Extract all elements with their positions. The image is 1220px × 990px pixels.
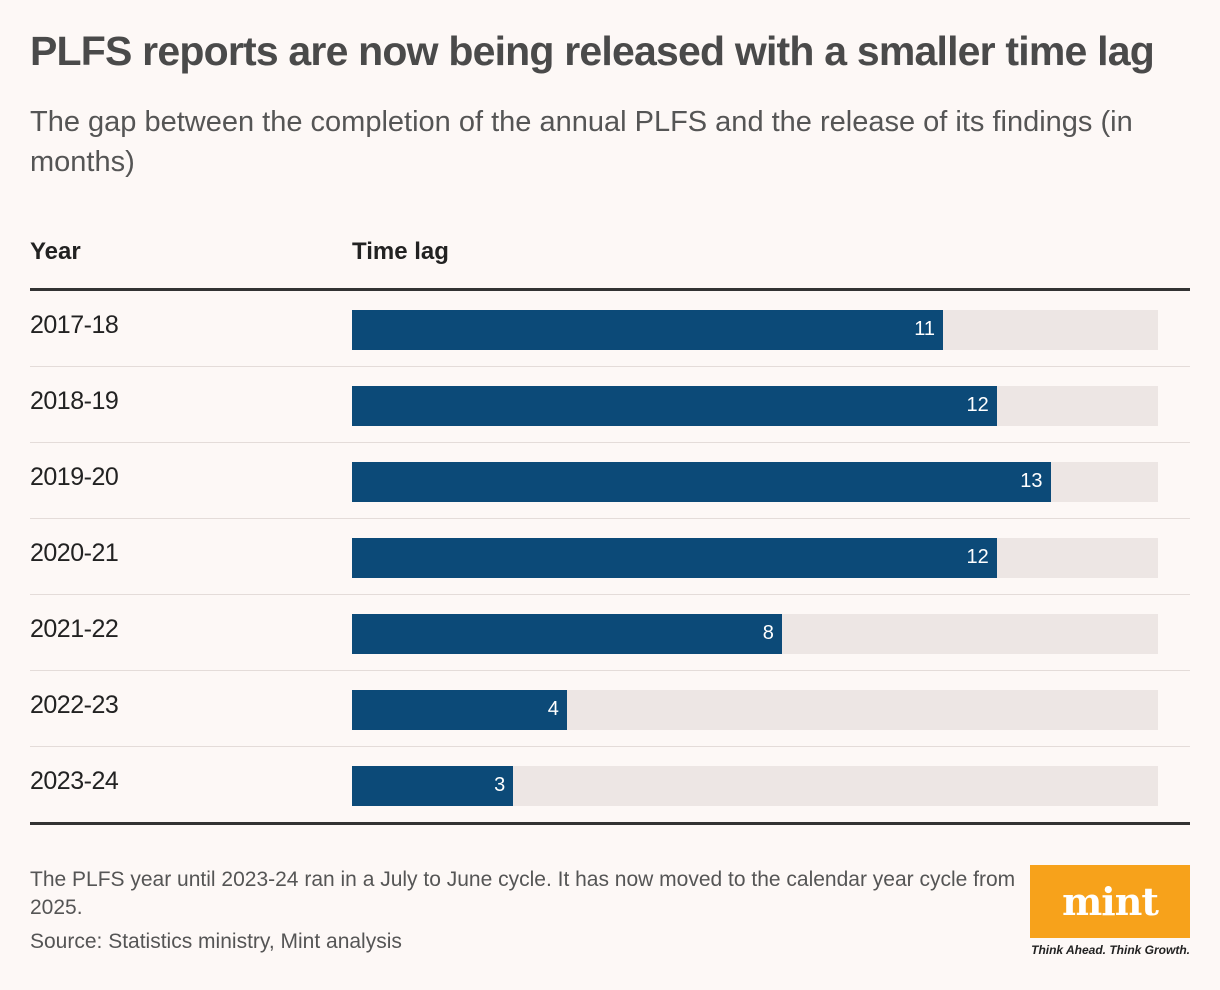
mint-logo-word: mint [1062, 879, 1159, 924]
bar-track: 3 [352, 766, 1158, 806]
column-header-time-lag: Time lag [352, 238, 449, 265]
chart-row: 2018-19 12 [30, 367, 1190, 443]
chart-row: 2020-21 12 [30, 519, 1190, 595]
data-label: 4 [547, 698, 559, 720]
category-label: 2020-21 [30, 539, 119, 567]
mint-logo: mint [1030, 865, 1190, 938]
bar-track: 8 [352, 614, 1158, 654]
category-label: 2022-23 [30, 691, 119, 719]
chart-row: 2023-24 3 [30, 747, 1190, 823]
category-label: 2018-19 [30, 387, 119, 415]
bar: 4 [352, 690, 567, 730]
chart-row: 2017-18 11 [30, 291, 1190, 367]
bar-chart: 2017-18 11 2018-19 12 2019-20 13 2020-21 12 2021… [30, 291, 1190, 823]
bar: 11 [352, 310, 944, 350]
source-note: Source: Statistics ministry, Mint analys… [30, 930, 402, 953]
bar-track: 11 [352, 310, 1158, 350]
mint-tagline: Think Ahead. Think Growth. [1031, 943, 1190, 957]
bar-track: 13 [352, 462, 1158, 502]
bar: 8 [352, 614, 782, 654]
table-bottom-rule [30, 822, 1190, 825]
data-label: 12 [966, 546, 989, 568]
data-label: 11 [914, 318, 936, 340]
data-label: 8 [762, 622, 774, 644]
category-label: 2019-20 [30, 463, 119, 491]
bar: 3 [352, 766, 514, 806]
bar-track: 12 [352, 538, 1158, 578]
bar-track: 12 [352, 386, 1158, 426]
data-label: 13 [1020, 470, 1043, 492]
chart-row: 2019-20 13 [30, 443, 1190, 519]
column-header-year: Year [30, 238, 81, 265]
bar-track: 4 [352, 690, 1158, 730]
bar: 12 [352, 538, 997, 578]
chart-row: 2022-23 4 [30, 671, 1190, 747]
chart-subtitle: The gap between the completion of the an… [30, 106, 1133, 178]
category-label: 2023-24 [30, 767, 119, 795]
category-label: 2021-22 [30, 615, 119, 643]
chart-row: 2021-22 8 [30, 595, 1190, 671]
category-label: 2017-18 [30, 311, 119, 339]
table-top-rule [30, 288, 1190, 291]
data-label: 3 [494, 774, 506, 796]
data-label: 12 [966, 394, 989, 416]
chart-title: PLFS reports are now being released with… [30, 28, 1155, 74]
bar: 12 [352, 386, 997, 426]
footnote: The PLFS year until 2023-24 ran in a Jul… [30, 868, 1016, 919]
bar: 13 [352, 462, 1051, 502]
